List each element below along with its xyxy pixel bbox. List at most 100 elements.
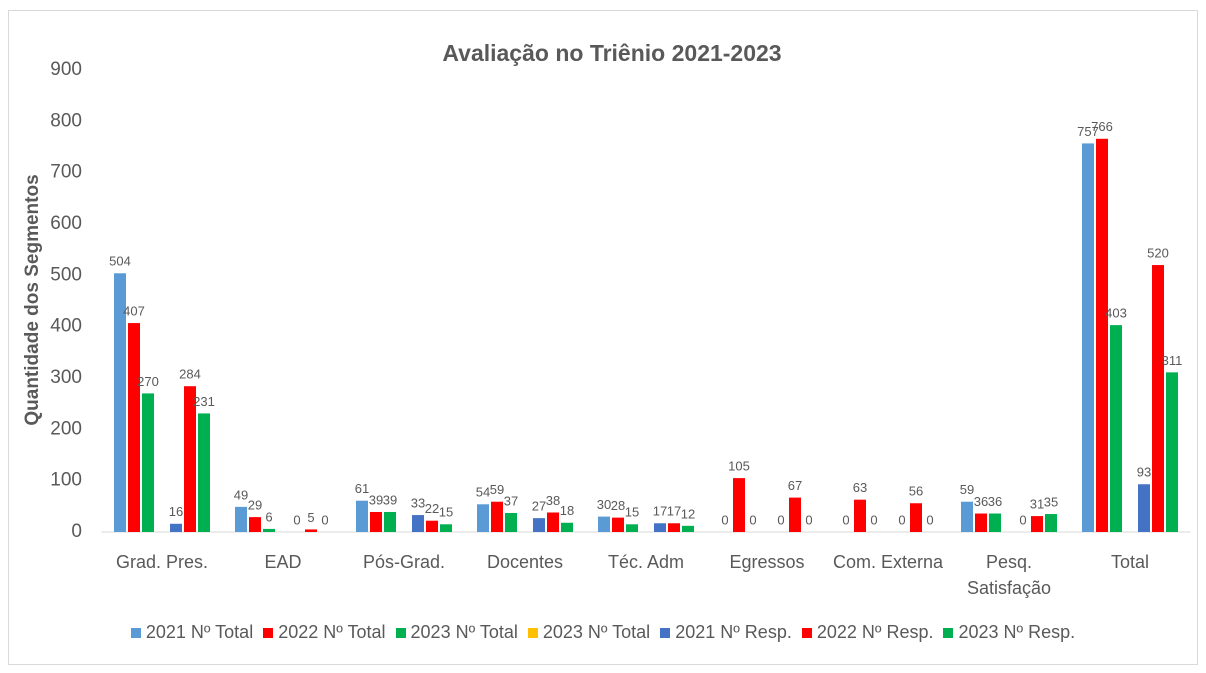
- data-label: 0: [293, 512, 300, 527]
- bar: [370, 511, 382, 532]
- x-tick-label: Com. Externa: [832, 552, 944, 572]
- data-label: 29: [248, 498, 262, 513]
- bar: [654, 523, 666, 532]
- data-label: 16: [169, 504, 183, 519]
- data-label: 0: [898, 512, 905, 527]
- y-axis-label: Quantidade dos Segmentos: [22, 174, 43, 425]
- data-label: 403: [1105, 306, 1127, 321]
- data-label: 270: [137, 374, 159, 389]
- bar: [533, 518, 545, 532]
- bar: [184, 386, 196, 532]
- y-tick-label: 300: [50, 367, 82, 388]
- bar: [961, 501, 973, 532]
- data-label: 520: [1147, 246, 1169, 261]
- data-label: 56: [909, 484, 923, 499]
- x-tick-label: Grad. Pres.: [115, 552, 209, 572]
- bar: [491, 501, 503, 532]
- x-tick-label: Pesq. Satisfação: [966, 552, 1052, 598]
- bar: [1045, 514, 1057, 532]
- bar: [263, 528, 275, 532]
- bar: [682, 525, 694, 532]
- y-tick-label: 800: [50, 110, 82, 131]
- data-label: 35: [1044, 494, 1058, 509]
- data-label: 17: [653, 504, 667, 519]
- x-tick-label: Pós-Grad.: [362, 552, 446, 572]
- data-label: 61: [355, 481, 369, 496]
- bar: [1110, 325, 1122, 532]
- legend-swatch: [130, 627, 141, 638]
- data-label: 231: [193, 394, 215, 409]
- data-label: 39: [383, 492, 397, 507]
- bar: [1031, 516, 1043, 532]
- legend-item: 2022 Nº Resp.: [801, 622, 934, 643]
- legend-label: 2021 Nº Total: [145, 622, 254, 642]
- data-label: 105: [728, 459, 750, 474]
- data-label: 15: [625, 505, 639, 520]
- legend-item: 2023 Nº Total: [527, 622, 650, 643]
- bar: [477, 504, 489, 532]
- bar: [561, 522, 573, 532]
- legend-label: 2021 Nº Resp.: [675, 622, 792, 642]
- bar: [384, 511, 396, 532]
- data-label: 18: [560, 503, 574, 518]
- y-tick-label: 500: [50, 264, 82, 285]
- data-label: 0: [842, 512, 849, 527]
- x-tick-label: Téc. Adm: [607, 552, 685, 572]
- y-tick-label: 600: [50, 213, 82, 234]
- legend-label: 2022 Nº Total: [278, 622, 386, 642]
- bar: [412, 515, 424, 532]
- bar: [547, 512, 559, 532]
- data-label: 38: [546, 493, 560, 508]
- legend-label: 2023 Nº Total: [410, 622, 518, 642]
- bar: [249, 517, 261, 532]
- bar: [356, 500, 368, 532]
- data-label: 67: [788, 478, 802, 493]
- bar: [975, 513, 987, 532]
- bar: [142, 393, 154, 532]
- data-label: 6: [265, 509, 272, 524]
- bar: [1138, 484, 1150, 532]
- bar: [989, 513, 1001, 532]
- data-label: 54: [476, 485, 490, 500]
- y-tick-label: 200: [50, 418, 82, 439]
- bar: [789, 497, 801, 532]
- legend-item: 2023 Nº Resp.: [943, 622, 1075, 643]
- legend-swatch: [660, 627, 671, 638]
- x-tick-label: EAD: [264, 552, 302, 572]
- bar: [235, 506, 247, 532]
- data-label: 766: [1091, 119, 1113, 134]
- legend-swatch: [395, 627, 406, 638]
- legend-swatch: [801, 627, 812, 638]
- legend-item: 2022 Nº Total: [263, 622, 386, 643]
- data-label: 37: [504, 493, 518, 508]
- bar: [598, 516, 610, 532]
- data-label: 0: [721, 512, 728, 527]
- data-label: 311: [1162, 353, 1183, 368]
- data-label: 0: [870, 512, 877, 527]
- data-label: 407: [123, 304, 145, 319]
- y-tick-label: 900: [50, 59, 82, 80]
- data-label: 93: [1137, 465, 1151, 480]
- bar: [170, 523, 182, 532]
- data-label: 757: [1077, 124, 1099, 139]
- bar: [305, 529, 317, 532]
- data-label: 0: [805, 512, 812, 527]
- y-tick-label: 100: [50, 470, 82, 491]
- bar: [114, 273, 126, 532]
- data-label: 39: [369, 492, 383, 507]
- data-label: 284: [179, 367, 201, 382]
- legend-swatch: [263, 627, 274, 638]
- bar: [128, 323, 140, 532]
- data-label: 0: [749, 512, 756, 527]
- bar: [612, 517, 624, 532]
- bar: [668, 523, 680, 532]
- data-label: 28: [611, 498, 625, 513]
- bar: [1152, 265, 1164, 532]
- bar: [440, 524, 452, 532]
- data-label: 36: [988, 494, 1002, 509]
- legend-label: 2022 Nº Resp.: [816, 622, 934, 642]
- bar: [854, 499, 866, 532]
- data-label: 63: [853, 480, 867, 495]
- data-label: 59: [490, 482, 504, 497]
